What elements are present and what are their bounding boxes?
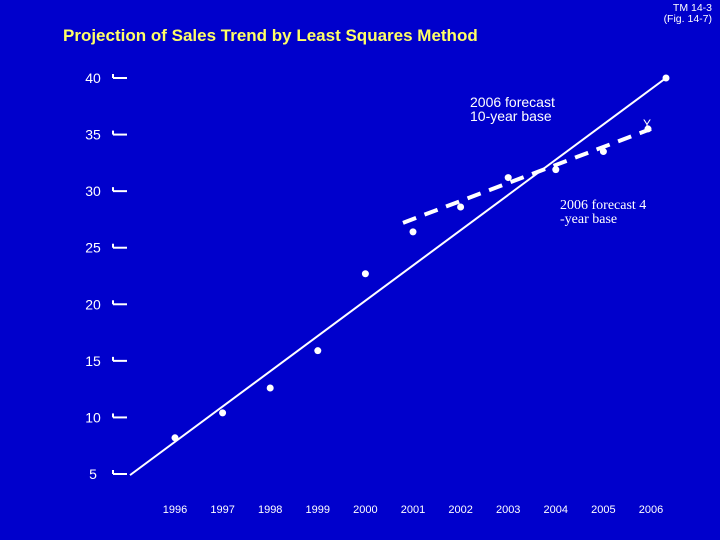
x-tick-label: 1998 <box>258 504 282 516</box>
trend-line-4-year <box>402 127 652 225</box>
y-tick-label: 10 <box>85 409 101 425</box>
y-tick-label: 25 <box>85 240 101 256</box>
forecast-4-year-line-2: -year base <box>560 212 618 227</box>
figure-reference-line-1: TM 14-3 <box>672 2 712 14</box>
figure-reference-line-2: (Fig. 14-7) <box>663 13 712 25</box>
forecast-10-year-line-2: 10-year base <box>470 108 552 124</box>
figure-reference: TM 14-3 (Fig. 14-7) <box>664 3 712 25</box>
x-tick-label: 1997 <box>210 504 234 516</box>
y-tick-label: 5 <box>89 466 97 482</box>
forecast-4-year-point <box>644 125 652 133</box>
trend-line-10-year <box>129 77 667 476</box>
forecast-10-year-line-1: 2006 forecast <box>470 94 555 110</box>
data-point <box>266 384 274 392</box>
data-point <box>409 228 417 236</box>
x-tick-label: 1999 <box>306 504 330 516</box>
data-point <box>457 203 465 211</box>
data-point <box>219 409 227 417</box>
x-tick-label: 2001 <box>401 504 425 516</box>
data-point <box>599 148 607 156</box>
data-point <box>552 166 560 174</box>
x-tick-label: 2002 <box>448 504 472 516</box>
data-point <box>314 347 322 355</box>
x-tick-label: 1996 <box>163 504 187 516</box>
data-point <box>361 270 369 278</box>
y-tick-label: 40 <box>85 70 101 86</box>
data-point <box>504 174 512 182</box>
forecast-10-year-annotation: 2006 forecast 10-year base <box>470 95 555 123</box>
x-tick-label: 2005 <box>591 504 615 516</box>
y-tick-label: 30 <box>85 183 101 199</box>
x-tick-label: 2000 <box>353 504 377 516</box>
y-tick-label: 15 <box>85 353 101 369</box>
y-tick-label: 35 <box>85 127 101 143</box>
y-tick-label: 20 <box>85 296 101 312</box>
forecast-10-year-point <box>662 74 670 82</box>
x-tick-label: 2006 <box>639 504 663 516</box>
x-tick-label: 2003 <box>496 504 520 516</box>
chart-title: Projection of Sales Trend by Least Squar… <box>63 26 478 45</box>
y-label: Y <box>643 117 652 131</box>
x-tick-label: 2004 <box>544 504 568 516</box>
forecast-4-year-annotation: 2006 forecast 4 -year base <box>560 199 646 227</box>
forecast-4-year-line-1: 2006 forecast 4 <box>560 198 647 213</box>
